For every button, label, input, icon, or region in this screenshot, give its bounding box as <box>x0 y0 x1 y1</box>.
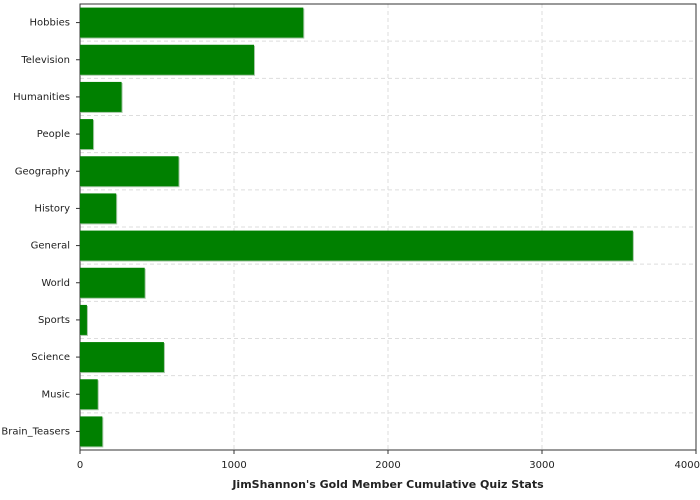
y-tick-label: General <box>31 241 70 252</box>
bar <box>80 44 255 75</box>
plot-frame <box>79 3 697 451</box>
y-tick-label: Sports <box>38 315 70 326</box>
y-tick-label: History <box>34 203 70 214</box>
bar <box>80 342 164 373</box>
bar <box>80 304 87 335</box>
x-tick-label: 1000 <box>221 460 246 471</box>
x-axis-label: JimShannon's Gold Member Cumulative Quiz… <box>231 478 544 491</box>
bar <box>80 119 94 150</box>
y-tick-label: Geography <box>15 166 70 177</box>
bar <box>80 81 122 112</box>
y-tick-label: Television <box>20 55 70 66</box>
bar <box>80 230 633 261</box>
y-tick-label: World <box>41 278 70 289</box>
bar <box>80 416 103 447</box>
bar <box>80 379 98 410</box>
x-tick-label: 4000 <box>675 460 700 471</box>
y-tick-label: Music <box>42 389 70 400</box>
y-tick-label: Science <box>31 352 70 363</box>
bar <box>80 7 304 38</box>
y-tick-label: Hobbies <box>30 18 70 29</box>
y-tick-label: Brain_Teasers <box>1 426 70 437</box>
y-tick-label: Humanities <box>13 92 70 103</box>
x-tick-label: 2000 <box>375 460 400 471</box>
x-tick-label: 0 <box>77 460 83 471</box>
bar <box>80 267 145 298</box>
bar <box>80 156 179 187</box>
y-tick-label: People <box>37 129 70 140</box>
x-tick-label: 3000 <box>529 460 554 471</box>
bar <box>80 193 117 224</box>
